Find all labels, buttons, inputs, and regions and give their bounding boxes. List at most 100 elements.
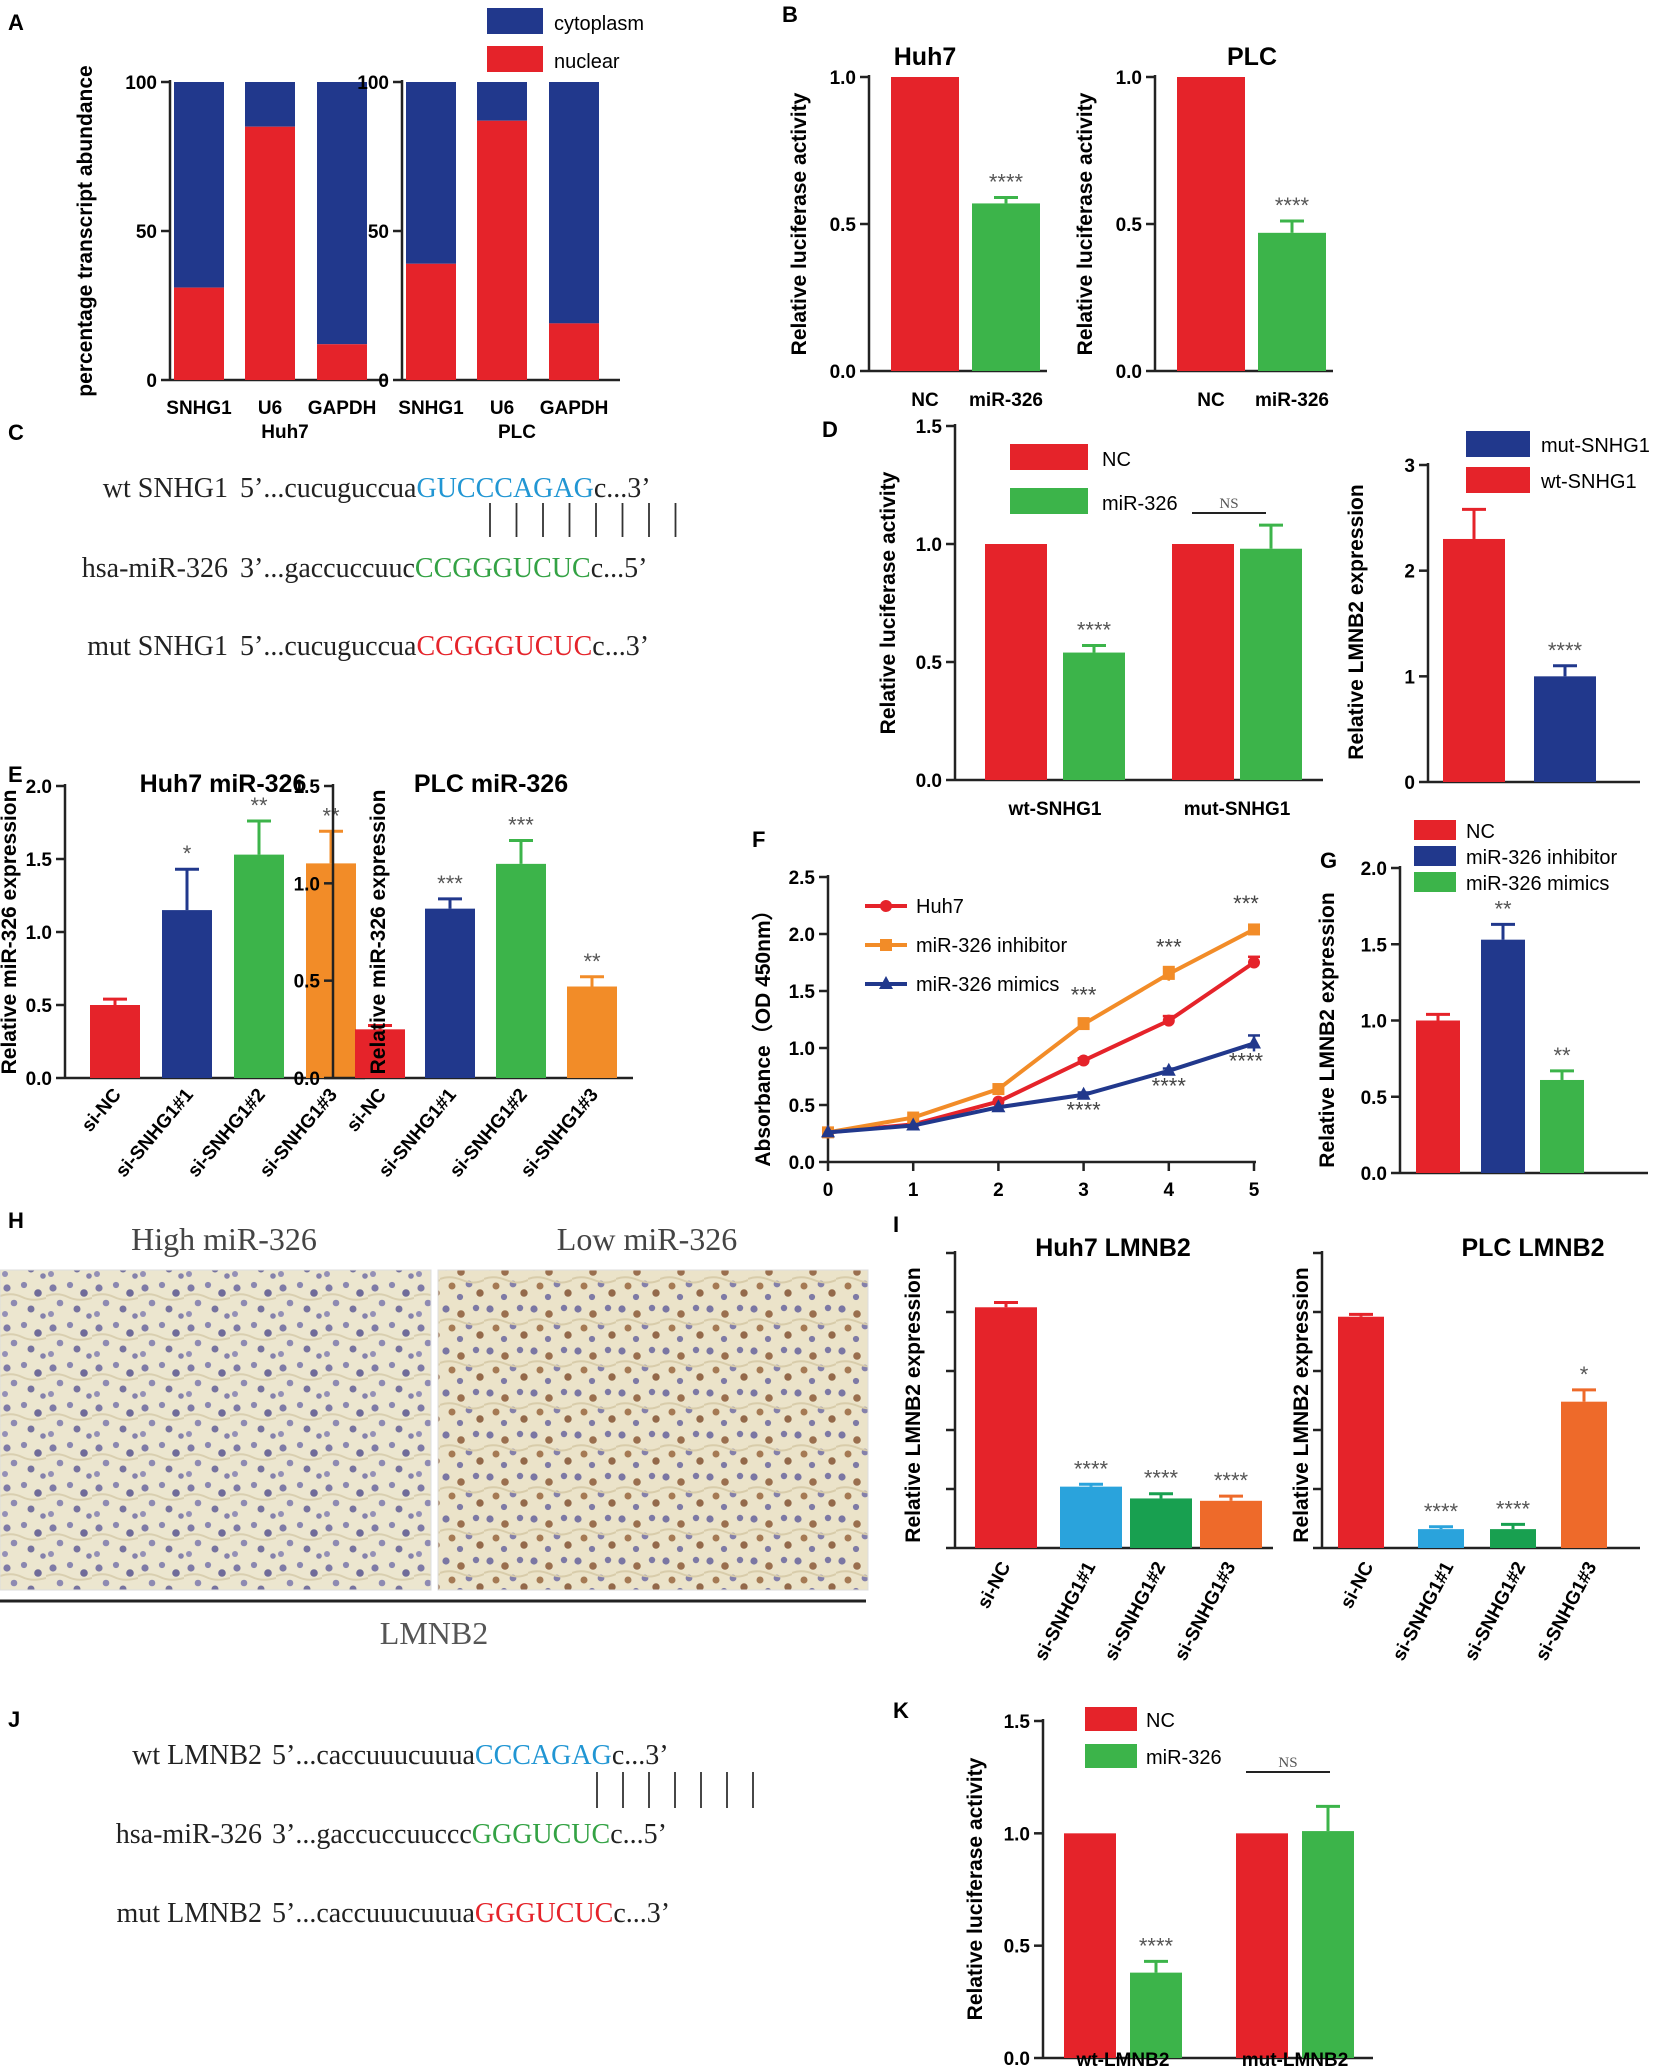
bar	[1418, 1529, 1464, 1548]
data-point	[992, 1083, 1005, 1096]
bar	[234, 854, 284, 1078]
panel-letter-C: C	[8, 420, 24, 445]
data-point	[1077, 1054, 1090, 1067]
y-tick-label: 0.5	[1004, 1937, 1031, 1958]
sequence-post: c...3’	[612, 1740, 669, 1771]
data-point	[1077, 1018, 1090, 1031]
data-point	[1162, 967, 1175, 980]
legend-marker	[880, 900, 892, 912]
legend-label: miR-326	[1146, 1747, 1222, 1769]
panel-D1: 0.0 0.5 1.0 1.5 **** wt-SNHG1 mut-SNHG1 Relativ…	[877, 417, 1323, 820]
y-tick-label: 0.5	[1361, 1088, 1388, 1109]
panel-subtitle: PLC	[498, 422, 536, 443]
x-tick-label: si-SNHG1#1	[1389, 1558, 1459, 1664]
y-axis-label: Absorbance（OD 450nm）	[751, 899, 775, 1166]
ihc-image-high	[0, 1270, 431, 1590]
sequence-core: GGGUCUC	[475, 1898, 613, 1929]
legend-swatch	[487, 46, 543, 72]
significance-mark: ****	[989, 170, 1024, 195]
sequence-name: hsa-miR-326	[116, 1819, 262, 1850]
x-tick-label: si-SNHG1#3	[1171, 1558, 1241, 1664]
sequence: 5’...caccuuucuuuaCCCAGAGc...3’	[272, 1740, 669, 1771]
legend-label: miR-326 mimics	[1466, 873, 1609, 895]
sequence-name: wt LMNB2	[132, 1740, 262, 1771]
data-point	[1161, 1062, 1176, 1076]
legend-label: Huh7	[916, 896, 964, 918]
x-tick-label: miR-326	[1255, 390, 1329, 411]
sequence-post: c...5’	[610, 1819, 667, 1850]
y-tick-label: 0.0	[1116, 362, 1142, 383]
sequence-post: c...3’	[594, 473, 651, 504]
bar	[985, 544, 1047, 780]
y-tick-label: 0	[146, 371, 157, 392]
panel-subtitle: Huh7	[261, 422, 309, 443]
chart-title: Huh7 miR-326	[140, 770, 307, 798]
x-tick-label: SNHG1	[398, 398, 464, 419]
significance-mark: ****	[1214, 1468, 1249, 1493]
y-tick-label: 1.0	[294, 874, 320, 895]
y-tick-label: 50	[136, 222, 157, 243]
bar	[306, 863, 356, 1078]
legend-swatch	[1466, 431, 1530, 457]
x-tick-label: miR-326	[969, 390, 1043, 411]
sequence-name: mut SNHG1	[87, 631, 228, 662]
y-tick-label: 0.5	[830, 215, 857, 236]
significance-mark: **	[1553, 1043, 1571, 1068]
x-tick-label: si-NC	[974, 1558, 1016, 1612]
bar	[1338, 1316, 1384, 1548]
legend-label: NC	[1102, 449, 1131, 471]
y-tick-label: 1.0	[1116, 68, 1142, 89]
bar	[1064, 1833, 1116, 2058]
image-title: Low miR-326	[557, 1221, 737, 1257]
significance-mark: ***	[1233, 891, 1259, 916]
y-tick-label: 1.0	[26, 923, 52, 944]
y-tick-label: 2.0	[789, 925, 815, 946]
significance-mark: ***	[437, 871, 463, 896]
x-tick-label: wt-SNHG1	[1008, 799, 1102, 820]
bar	[90, 1005, 140, 1078]
sequence: 5’...cucuguccuaGUCCCAGAGc...3’	[240, 473, 651, 504]
legend-swatch	[1010, 444, 1088, 470]
legend-marker	[879, 976, 893, 989]
y-tick-label: 0.0	[830, 362, 856, 383]
significance-mark: *	[183, 841, 192, 866]
legend-label: NC	[1466, 821, 1495, 843]
bar-cytoplasm	[406, 82, 456, 264]
y-tick-label: 0.5	[789, 1096, 816, 1117]
data-point	[1076, 1086, 1091, 1100]
sequence: 5’...caccuuucuuuaGGGUCUCc...3’	[272, 1898, 670, 1929]
y-axis-label: Relative luciferase activity	[964, 1757, 987, 2020]
y-axis-label: Relative LMNB2 expression	[1316, 892, 1339, 1167]
bar-nuclear	[317, 344, 367, 380]
bar-cytoplasm	[317, 82, 367, 345]
bar	[1490, 1529, 1536, 1548]
image-title: High miR-326	[131, 1221, 317, 1257]
sequence-post: c...5’	[591, 553, 648, 584]
data-point	[821, 1124, 835, 1138]
bar-cytoplasm	[549, 82, 599, 324]
bar	[975, 1307, 1037, 1548]
legend-swatch	[1466, 467, 1530, 493]
sequence-pre: 3’...gaccuccuuc	[240, 553, 415, 584]
bar	[1236, 1833, 1288, 2058]
y-tick-label: 1.0	[789, 1039, 815, 1060]
sequence-core: CCGGGUCUC	[416, 631, 592, 662]
bar	[1240, 548, 1302, 780]
y-tick-label: 0.5	[1116, 215, 1143, 236]
panel-E: 0.00.51.01.52.0 Huh7 miR-326*** **si-NCsi-…	[0, 770, 633, 1182]
y-axis-label: Relative luciferase activity	[788, 92, 811, 355]
y-tick-label: 50	[368, 222, 389, 243]
x-tick-label: 1	[908, 1180, 919, 1201]
sequence: 3’...gaccuccuucCCGGGUCUCc...5’	[240, 553, 647, 584]
panel-K: 0.0 0.5 1.0 1.5 **** wt-LMNB2 mut-LMNB2 Relativ…	[964, 1707, 1373, 2069]
x-tick-label: si-SNHG1#3	[1532, 1558, 1602, 1664]
x-tick-label: 5	[1249, 1180, 1260, 1201]
image-border	[437, 1269, 869, 1591]
y-tick-label: 1.5	[916, 417, 943, 438]
bar	[1416, 1020, 1460, 1173]
bar-nuclear	[174, 287, 224, 380]
panel-letter-I: I	[893, 1212, 899, 1237]
bar-nuclear	[245, 126, 295, 380]
panel-H: High miR-326 Low miR-326 LMNB2	[0, 1221, 869, 1651]
x-tick-label: GAPDH	[540, 398, 609, 419]
